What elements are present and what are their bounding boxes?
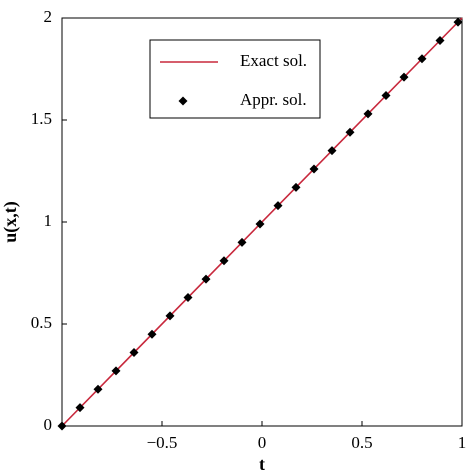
approx-marker xyxy=(309,164,319,174)
approx-marker xyxy=(417,54,427,64)
approx-marker xyxy=(363,109,373,119)
legend-label: Appr. sol. xyxy=(240,90,307,109)
x-tick-label: 0 xyxy=(258,433,267,452)
y-tick-label: 0.5 xyxy=(31,313,52,332)
y-tick-label: 1 xyxy=(44,211,53,230)
x-axis-label: t xyxy=(259,454,265,474)
approx-marker xyxy=(453,17,463,27)
approx-marker xyxy=(237,237,247,247)
approx-marker xyxy=(399,72,409,82)
approx-marker xyxy=(93,384,103,394)
approx-marker xyxy=(273,201,283,211)
legend-label: Exact sol. xyxy=(240,51,307,70)
legend-marker xyxy=(178,96,188,106)
approx-marker xyxy=(255,219,265,229)
approx-marker xyxy=(75,403,85,413)
approx-marker xyxy=(147,329,157,339)
y-tick-label: 2 xyxy=(44,7,53,26)
approx-marker xyxy=(183,292,193,302)
approx-marker xyxy=(291,182,301,192)
approx-marker xyxy=(435,35,445,45)
y-axis-label: u(x,t) xyxy=(0,201,21,243)
legend-box xyxy=(149,39,321,119)
y-tick-label: 0 xyxy=(44,415,53,434)
x-tick-label: −0.5 xyxy=(147,433,178,452)
x-tick-label: 1 xyxy=(458,433,467,452)
approx-marker xyxy=(345,127,355,137)
approx-marker xyxy=(219,256,229,266)
approx-marker xyxy=(111,366,121,376)
approx-marker xyxy=(381,91,391,101)
approx-marker xyxy=(201,274,211,284)
approx-marker xyxy=(129,348,139,358)
approx-marker xyxy=(327,146,337,156)
y-tick-label: 1.5 xyxy=(31,109,52,128)
approx-marker xyxy=(165,311,175,321)
approx-marker xyxy=(57,421,67,431)
x-tick-label: 0.5 xyxy=(351,433,372,452)
